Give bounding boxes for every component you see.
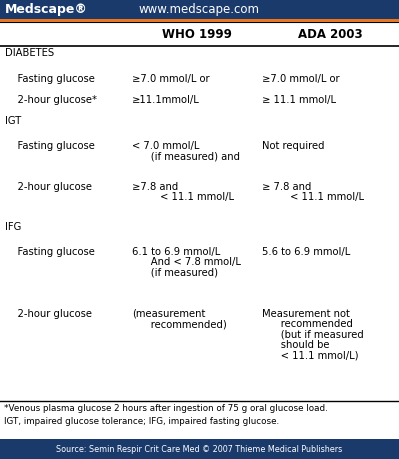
Text: ≥ 7.8 and: ≥ 7.8 and (262, 181, 311, 191)
Text: should be: should be (262, 340, 330, 350)
Text: 2-hour glucose*: 2-hour glucose* (5, 95, 97, 105)
Text: ≥7.0 mmol/L or: ≥7.0 mmol/L or (262, 74, 340, 84)
Text: recommended): recommended) (132, 319, 227, 329)
Text: (but if measured: (but if measured (262, 330, 364, 340)
Text: ≥7.0 mmol/L or: ≥7.0 mmol/L or (132, 74, 209, 84)
Text: < 11.1 mmol/L: < 11.1 mmol/L (132, 192, 234, 202)
Bar (0, 19, 399, 22)
Text: IFG: IFG (5, 222, 22, 232)
Text: Fasting glucose: Fasting glucose (5, 141, 95, 151)
Text: ≥ 11.1 mmol/L: ≥ 11.1 mmol/L (262, 95, 336, 105)
Text: < 7.0 mmol/L: < 7.0 mmol/L (132, 141, 200, 151)
Text: Source: Semin Respir Crit Care Med © 2007 Thieme Medical Publishers: Source: Semin Respir Crit Care Med © 200… (56, 444, 342, 453)
Text: DIABETES: DIABETES (5, 48, 54, 58)
Text: IGT, impaired glucose tolerance; IFG, impaired fasting glucose.: IGT, impaired glucose tolerance; IFG, im… (4, 417, 279, 426)
Text: ≥11.1mmol/L: ≥11.1mmol/L (132, 95, 200, 105)
Text: 6.1 to 6.9 mmol/L: 6.1 to 6.9 mmol/L (132, 246, 220, 257)
Text: www.medscape.com: www.medscape.com (138, 4, 259, 17)
Text: 5.6 to 6.9 mmol/L: 5.6 to 6.9 mmol/L (262, 246, 350, 257)
Text: (if measured): (if measured) (132, 268, 218, 278)
Text: 2-hour glucose: 2-hour glucose (5, 308, 92, 319)
Text: (if measured) and: (if measured) and (132, 151, 240, 161)
Text: Medscape®: Medscape® (5, 4, 88, 17)
Text: Fasting glucose: Fasting glucose (5, 74, 95, 84)
Text: *Venous plasma glucose 2 hours after ingestion of 75 g oral glucose load.: *Venous plasma glucose 2 hours after ing… (4, 404, 328, 413)
Text: WHO 1999: WHO 1999 (162, 28, 232, 40)
Text: Measurement not: Measurement not (262, 308, 350, 319)
Bar (0, 439, 399, 459)
Text: recommended: recommended (262, 319, 353, 329)
Text: Not required: Not required (262, 141, 324, 151)
Text: And < 7.8 mmol/L: And < 7.8 mmol/L (132, 257, 241, 267)
Text: 2-hour glucose: 2-hour glucose (5, 181, 92, 191)
Text: (measurement: (measurement (132, 308, 205, 319)
Text: IGT: IGT (5, 117, 21, 126)
Text: Fasting glucose: Fasting glucose (5, 246, 95, 257)
Text: ADA 2003: ADA 2003 (298, 28, 363, 40)
Text: ≥7.8 and: ≥7.8 and (132, 181, 178, 191)
Text: < 11.1 mmol/L: < 11.1 mmol/L (262, 192, 364, 202)
Bar (0, 0, 399, 22)
Text: < 11.1 mmol/L): < 11.1 mmol/L) (262, 351, 358, 361)
